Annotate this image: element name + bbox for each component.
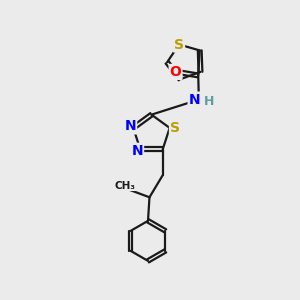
Text: N: N [131, 144, 143, 158]
Text: H: H [204, 95, 214, 109]
Text: N: N [189, 93, 200, 106]
Text: N: N [124, 119, 136, 134]
Text: O: O [169, 65, 181, 79]
Text: CH₃: CH₃ [115, 181, 136, 190]
Text: S: S [170, 121, 180, 135]
Text: S: S [174, 38, 184, 52]
